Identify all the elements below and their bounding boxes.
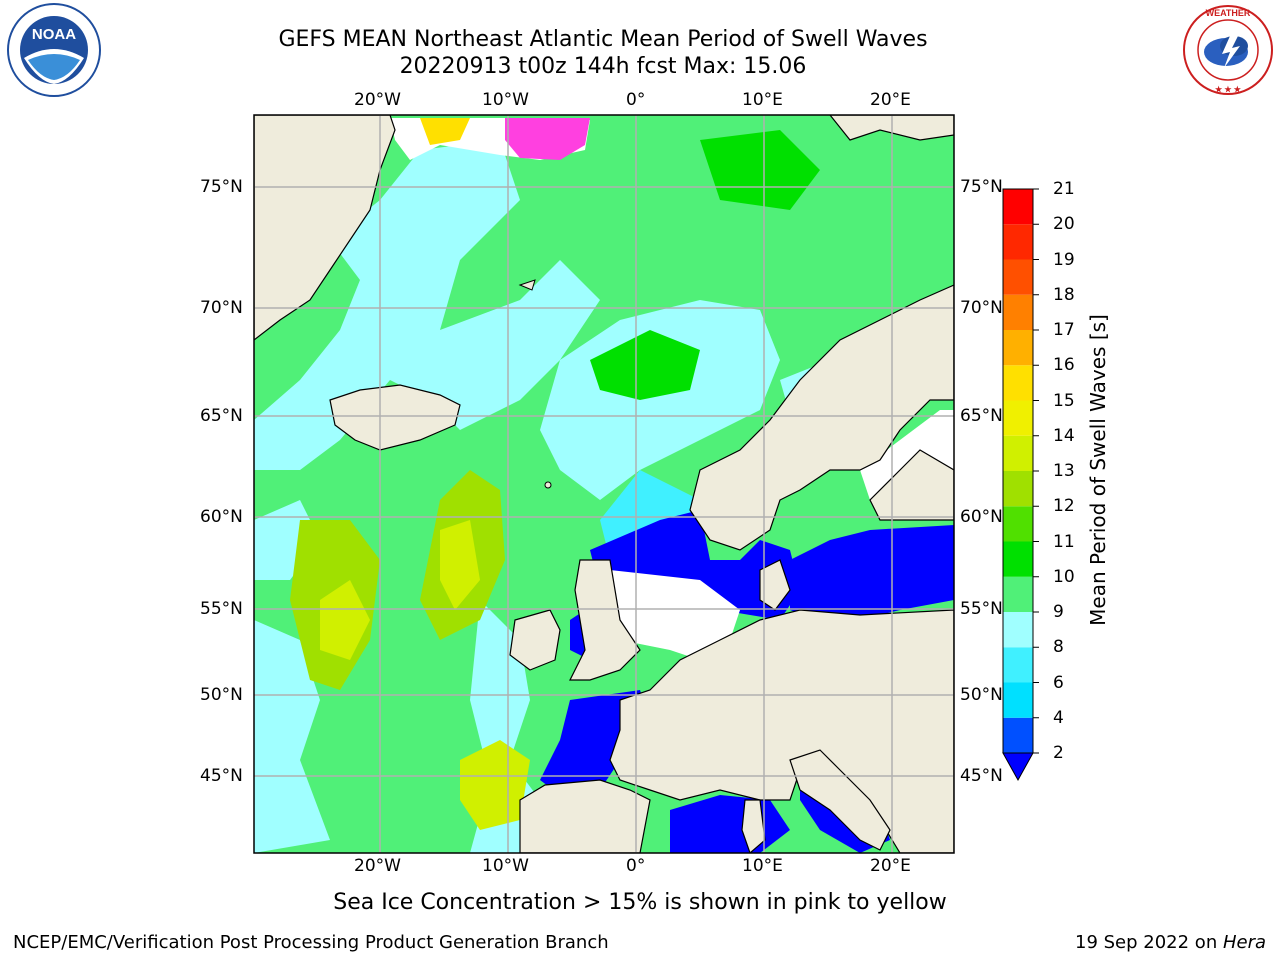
- colorbar-tick-label: 20: [1053, 214, 1075, 235]
- colorbar-segment: [1003, 541, 1033, 577]
- colorbar-tick-label: 4: [1053, 707, 1064, 728]
- lat-label-right: 45°N: [960, 766, 1003, 786]
- colorbar-tick-label: 21: [1053, 179, 1075, 199]
- lat-label-left: 70°N: [200, 298, 243, 318]
- colorbar-segment: [1003, 647, 1033, 683]
- colorbar-tick-label: 13: [1053, 461, 1075, 481]
- colorbar-under-triangle: [1002, 752, 1034, 782]
- colorbar: [1002, 188, 1039, 782]
- lon-label-bottom: 10°E: [742, 856, 783, 876]
- lon-label-bottom: 20°E: [870, 856, 911, 876]
- lon-label-top: 20°W: [354, 90, 401, 110]
- colorbar-tick-label: 15: [1053, 390, 1075, 411]
- lat-label-left: 55°N: [200, 599, 243, 619]
- credit-left: NCEP/EMC/Verification Post Processing Pr…: [13, 932, 609, 953]
- colorbar-label: Mean Period of Swell Waves [s]: [1086, 314, 1110, 626]
- colorbar-segment: [1003, 612, 1033, 648]
- noaa-logo: NOAA: [7, 3, 101, 97]
- colorbar-segment: [1003, 435, 1033, 471]
- colorbar-segment: [1003, 294, 1033, 330]
- colorbar-segment: [1003, 224, 1033, 260]
- lat-label-right: 70°N: [960, 298, 1003, 318]
- colorbar-segment: [1003, 506, 1033, 542]
- lat-label-right: 50°N: [960, 685, 1003, 705]
- lon-label-top: 10°E: [742, 90, 783, 110]
- lat-label-left: 60°N: [200, 507, 243, 527]
- colorbar-tick-label: 9: [1053, 602, 1064, 622]
- colorbar-segment: [1003, 365, 1033, 401]
- lon-label-bottom: 10°W: [482, 856, 529, 876]
- colorbar-segment: [1003, 259, 1033, 295]
- sea-ice-note: Sea Ice Concentration > 15% is shown in …: [333, 890, 947, 915]
- colorbar-segment: [1003, 189, 1033, 225]
- colorbar-segment: [1003, 471, 1033, 507]
- map-frame: [253, 114, 955, 854]
- colorbar-tick-label: 19: [1053, 249, 1075, 270]
- lon-label-top: 10°W: [482, 90, 529, 110]
- colorbar-tick-label: 17: [1053, 320, 1075, 340]
- credit-right: 19 Sep 2022 on Hera: [1075, 932, 1266, 953]
- lat-label-right: 65°N: [960, 406, 1003, 426]
- colorbar-tick-label: 18: [1053, 284, 1075, 305]
- map-plot-area: [254, 115, 954, 853]
- colorbar-segment: [1003, 682, 1033, 718]
- chart-title: GEFS MEAN Northeast Atlantic Mean Period…: [278, 27, 928, 52]
- colorbar-tick-label: 14: [1053, 425, 1075, 446]
- lat-label-right: 75°N: [960, 177, 1003, 197]
- graticule: [254, 115, 954, 853]
- chart-subtitle: 20220913 t00z 144h fcst Max: 15.06: [399, 54, 807, 79]
- colorbar-segment: [1003, 717, 1033, 753]
- colorbar-tick-label: 2: [1053, 743, 1064, 763]
- svg-text:★ ★ ★: ★ ★ ★: [1215, 85, 1242, 94]
- lat-label-left: 50°N: [200, 685, 243, 705]
- colorbar-tick-label: 11: [1053, 531, 1075, 552]
- lat-label-left: 45°N: [200, 766, 243, 786]
- credit-date: 19 Sep 2022 on: [1075, 932, 1223, 953]
- colorbar-segment: [1003, 330, 1033, 366]
- lat-label-left: 65°N: [200, 406, 243, 426]
- colorbar-segment: [1003, 400, 1033, 436]
- svg-text:WEATHER: WEATHER: [1206, 8, 1251, 18]
- colorbar-tick-label: 12: [1053, 496, 1075, 517]
- lon-label-top: 20°E: [870, 90, 911, 110]
- svg-text:NOAA: NOAA: [32, 26, 76, 43]
- colorbar-tick-label: 10: [1053, 566, 1075, 587]
- lon-label-bottom: 20°W: [354, 856, 401, 876]
- lat-label-left: 75°N: [200, 177, 243, 197]
- lat-label-right: 60°N: [960, 507, 1003, 527]
- nws-logo: WEATHER ★ ★ ★: [1183, 5, 1273, 95]
- colorbar-tick-label: 8: [1053, 637, 1064, 658]
- lon-label-top: 0°: [626, 90, 646, 110]
- colorbar-tick-label: 16: [1053, 355, 1075, 376]
- colorbar-segment: [1003, 576, 1033, 612]
- colorbar-tick-label: 6: [1053, 672, 1064, 693]
- lat-label-right: 55°N: [960, 599, 1003, 619]
- credit-machine: Hera: [1222, 932, 1266, 953]
- lon-label-bottom: 0°: [626, 856, 646, 876]
